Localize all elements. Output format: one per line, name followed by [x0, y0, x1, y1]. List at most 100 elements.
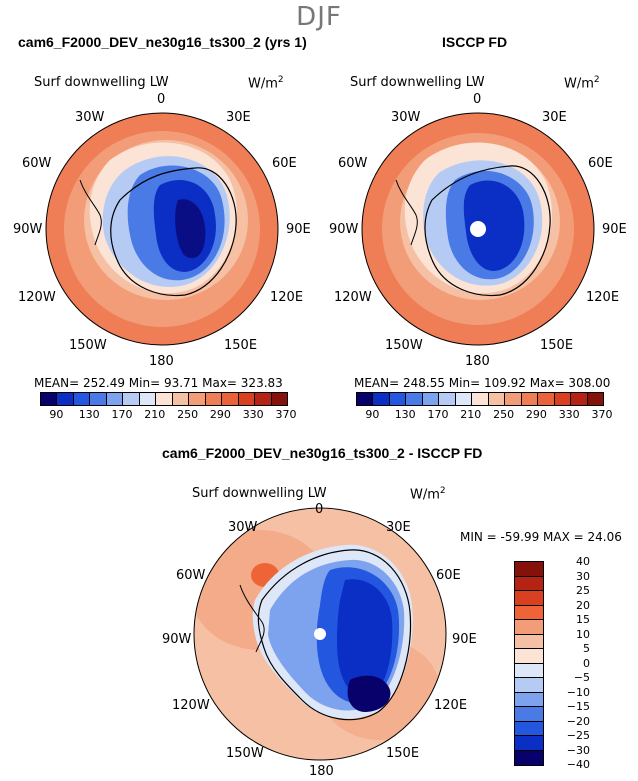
model-lon-60e: 60E — [272, 156, 297, 171]
obs-units-label: W/m2 — [564, 75, 600, 92]
colorbar-swatch — [515, 591, 543, 606]
colorbar-tick-label: 330 — [558, 408, 580, 421]
colorbar-swatch — [538, 393, 555, 405]
colorbar-swatch — [189, 393, 206, 405]
diff-lon-120e: 120E — [434, 698, 468, 713]
colorbar-swatch — [515, 663, 543, 678]
colorbar-swatch — [123, 393, 140, 405]
colorbar-swatch — [156, 393, 173, 405]
colorbar-tick-label: −30 — [566, 743, 590, 757]
obs-lon-60w: 60W — [338, 156, 368, 171]
colorbar-tick-label: 90 — [365, 408, 380, 421]
colorbar-tick-label: 30 — [576, 569, 590, 583]
diff-colorbar-ticks: 40 30 25 20 15 10 5 0 −5 −10 −15 −20 −25 −30 −40 — [550, 555, 590, 771]
colorbar-swatch — [172, 393, 190, 405]
diff-lon-30w: 30W — [228, 520, 258, 535]
diff-lon-90e: 90E — [452, 632, 477, 647]
colorbar-swatch — [554, 393, 572, 405]
model-lon-120w: 120W — [18, 290, 56, 305]
obs-panel-title: ISCCP FD — [442, 34, 508, 50]
model-lon-0: 0 — [157, 92, 166, 107]
obs-lon-30w: 30W — [391, 110, 421, 125]
colorbar-swatch — [439, 393, 456, 405]
obs-lon-0: 0 — [473, 92, 482, 107]
model-colorbar-ticks: 90 130 170 210 250 290 330 370 — [40, 408, 296, 422]
colorbar-tick-label: 25 — [576, 584, 590, 597]
diff-panel-title: cam6_F2000_DEV_ne30g16_ts300_2 - ISCCP F… — [162, 445, 483, 461]
colorbar-tick-label: 130 — [78, 408, 100, 421]
colorbar-tick-label: 250 — [493, 408, 515, 421]
colorbar-swatch — [515, 576, 543, 591]
colorbar-swatch — [41, 393, 58, 405]
colorbar-tick-label: 170 — [111, 408, 133, 421]
obs-map — [362, 113, 594, 345]
colorbar-tick-label: 90 — [49, 408, 64, 421]
colorbar-tick-label: 0 — [583, 656, 590, 670]
season-title: DJF — [296, 2, 342, 32]
model-lon-30e: 30E — [226, 110, 251, 125]
colorbar-swatch — [422, 393, 440, 405]
model-lon-120e: 120E — [270, 290, 304, 305]
colorbar-tick-label: −5 — [573, 671, 590, 684]
colorbar-swatch — [472, 393, 489, 405]
colorbar-tick-label: 370 — [275, 408, 297, 421]
colorbar-tick-label: −15 — [566, 700, 590, 713]
model-lon-180: 180 — [149, 354, 174, 369]
colorbar-swatch — [505, 393, 522, 405]
colorbar-swatch — [455, 393, 473, 405]
colorbar-tick-label: 210 — [144, 408, 166, 421]
diff-lon-60e: 60E — [436, 568, 461, 583]
colorbar-tick-label: −40 — [566, 758, 590, 771]
colorbar-tick-label: 130 — [394, 408, 416, 421]
diff-lon-150e: 150E — [386, 746, 420, 761]
colorbar-swatch — [139, 393, 157, 405]
colorbar-swatch — [515, 562, 543, 577]
obs-lon-150e: 150E — [540, 338, 574, 353]
colorbar-tick-label: 170 — [427, 408, 449, 421]
model-stats: MEAN= 252.49 Min= 93.71 Max= 323.83 — [34, 376, 283, 390]
colorbar-tick-label: −25 — [566, 729, 590, 742]
colorbar-swatch — [515, 692, 543, 707]
diff-lon-30e: 30E — [386, 520, 411, 535]
colorbar-swatch — [515, 707, 543, 722]
colorbar-swatch — [515, 649, 543, 664]
diff-stats: MIN = -59.99 MAX = 24.06 — [460, 530, 622, 544]
model-map — [46, 113, 278, 345]
colorbar-swatch — [238, 393, 256, 405]
colorbar-tick-label: 210 — [460, 408, 482, 421]
colorbar-tick-label: 290 — [525, 408, 547, 421]
colorbar-tick-label: 10 — [576, 627, 590, 641]
model-panel-title: cam6_F2000_DEV_ne30g16_ts300_2 (yrs 1) — [18, 34, 307, 50]
colorbar-swatch — [515, 736, 543, 751]
colorbar-swatch — [521, 393, 539, 405]
colorbar-swatch — [515, 605, 543, 620]
diff-lon-180: 180 — [309, 764, 334, 779]
diff-map — [194, 508, 446, 760]
colorbar-swatch — [271, 393, 288, 405]
colorbar-swatch — [515, 678, 543, 693]
model-variable-label: Surf downwelling LW — [34, 75, 169, 90]
colorbar-swatch — [222, 393, 239, 405]
diff-colorbar — [514, 561, 544, 766]
colorbar-swatch — [205, 393, 223, 405]
colorbar-tick-label: 250 — [177, 408, 199, 421]
model-lon-60w: 60W — [22, 156, 52, 171]
model-units-label: W/m2 — [248, 75, 284, 92]
model-colorbar — [40, 392, 288, 406]
colorbar-swatch — [406, 393, 423, 405]
diff-lon-0: 0 — [315, 502, 324, 517]
colorbar-tick-label: 290 — [209, 408, 231, 421]
obs-lon-90w: 90W — [329, 222, 359, 237]
obs-lon-60e: 60E — [588, 156, 613, 171]
obs-lon-90e: 90E — [602, 222, 627, 237]
obs-lon-120w: 120W — [334, 290, 372, 305]
obs-colorbar — [356, 392, 604, 406]
colorbar-tick-label: 15 — [576, 613, 590, 626]
diff-units-label: W/m2 — [410, 486, 446, 503]
colorbar-tick-label: −20 — [566, 714, 590, 728]
diff-lon-60w: 60W — [176, 568, 206, 583]
colorbar-swatch — [57, 393, 74, 405]
colorbar-tick-label: 5 — [583, 642, 590, 655]
colorbar-swatch — [515, 750, 543, 765]
model-lon-90e: 90E — [286, 222, 311, 237]
